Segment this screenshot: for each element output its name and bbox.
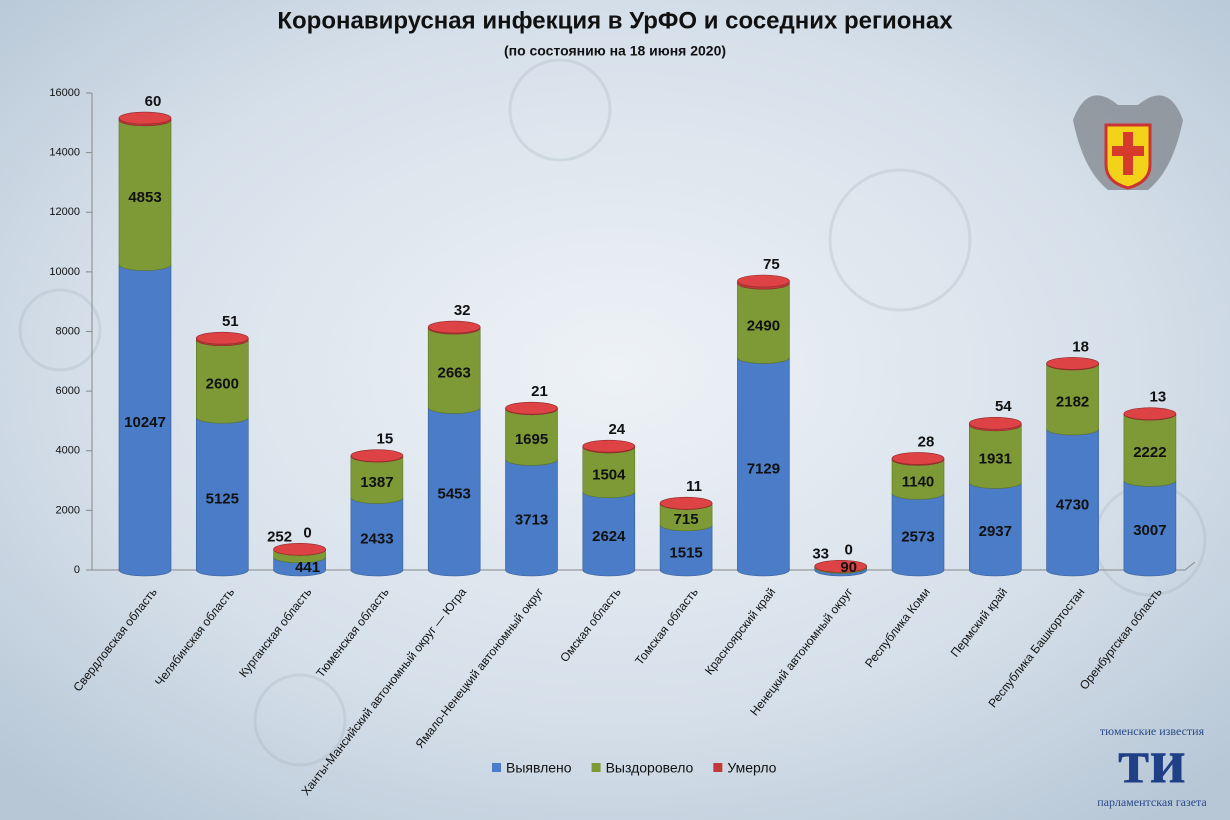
value-label: 90 — [840, 559, 857, 576]
bar-cap — [1123, 407, 1177, 421]
logo-top: тюменские известия — [1100, 724, 1205, 738]
value-label: 51 — [222, 313, 239, 330]
bar-cap — [350, 449, 404, 462]
y-tick-label: 6000 — [56, 385, 80, 397]
bar-cap — [1046, 357, 1099, 370]
emblem — [1073, 95, 1183, 190]
value-label: 75 — [763, 256, 780, 273]
value-label: 60 — [145, 93, 162, 110]
y-tick-label: 14000 — [49, 147, 80, 159]
logo-mark: ти — [1118, 726, 1186, 797]
value-label: 2937 — [979, 523, 1012, 540]
value-label: 2433 — [360, 531, 393, 548]
value-label: 7129 — [747, 461, 780, 478]
value-label: 5453 — [438, 486, 471, 503]
logo-bottom: парламентская газета — [1097, 795, 1207, 809]
value-label: 1931 — [979, 451, 1012, 468]
value-label: 2663 — [438, 365, 471, 382]
value-label: 54 — [995, 398, 1012, 415]
value-label: 1140 — [902, 473, 935, 490]
value-label: 2624 — [592, 528, 626, 545]
value-label: 24 — [608, 421, 625, 438]
value-label: 5125 — [206, 491, 239, 508]
value-label: 1504 — [592, 466, 626, 483]
logo: тюменские известия ти парламентская газе… — [1097, 724, 1207, 809]
value-label: 3007 — [1133, 522, 1166, 539]
value-label: 10247 — [124, 414, 166, 431]
bar-cap — [659, 496, 713, 510]
value-label: 13 — [1150, 389, 1167, 406]
value-label: 252 — [267, 528, 292, 545]
y-tick-label: 4000 — [56, 445, 80, 457]
legend-label: Умерло — [727, 760, 776, 776]
value-label: 1695 — [515, 431, 548, 448]
value-label: 18 — [1072, 338, 1089, 355]
chart-title: Коронавирусная инфекция в УрФО и соседни… — [277, 7, 953, 34]
value-label: 1387 — [360, 474, 393, 491]
legend-swatch — [713, 763, 723, 772]
value-label: 15 — [377, 431, 394, 448]
value-label: 0 — [845, 541, 853, 558]
value-label: 4853 — [128, 189, 161, 206]
value-label: 2573 — [901, 529, 934, 546]
value-label: 2222 — [1133, 444, 1166, 461]
y-tick-label: 10000 — [49, 266, 80, 278]
bar-cap — [737, 274, 790, 288]
value-label: 2182 — [1056, 393, 1089, 410]
legend-label: Выявлено — [506, 760, 572, 776]
bar-cap — [891, 452, 945, 465]
value-label: 11 — [686, 478, 702, 495]
value-label: 2600 — [206, 375, 239, 392]
legend-label: Выздоровело — [606, 760, 694, 776]
legend-swatch — [492, 763, 501, 772]
value-label: 28 — [918, 433, 935, 450]
value-label: 32 — [454, 302, 471, 319]
chart-subtitle: (по состоянию на 18 июня 2020) — [504, 43, 726, 59]
bar-cap — [118, 111, 172, 125]
value-label: 441 — [295, 559, 320, 576]
virus-decor — [18, 58, 1207, 767]
bar-cap — [505, 401, 558, 415]
value-label: 21 — [531, 383, 548, 400]
y-tick-label: 8000 — [56, 325, 80, 337]
value-label: 2490 — [747, 317, 780, 334]
bar-cap — [968, 416, 1022, 430]
y-tick-label: 16000 — [49, 87, 80, 99]
value-label: 4730 — [1056, 496, 1089, 513]
bar-cap — [427, 320, 481, 334]
bar-cap — [814, 560, 868, 573]
bar-cap — [582, 439, 636, 453]
value-label: 1515 — [669, 544, 702, 561]
value-label: 0 — [303, 524, 311, 541]
y-tick-label: 12000 — [49, 206, 80, 218]
bar-cap — [273, 543, 326, 556]
legend-swatch — [591, 763, 601, 772]
bar-cap — [196, 331, 249, 345]
value-label: 33 — [812, 545, 829, 562]
y-tick-label: 0 — [74, 564, 80, 576]
y-tick-label: 2000 — [56, 504, 80, 516]
value-label: 3713 — [515, 512, 548, 529]
value-label: 715 — [674, 511, 699, 528]
